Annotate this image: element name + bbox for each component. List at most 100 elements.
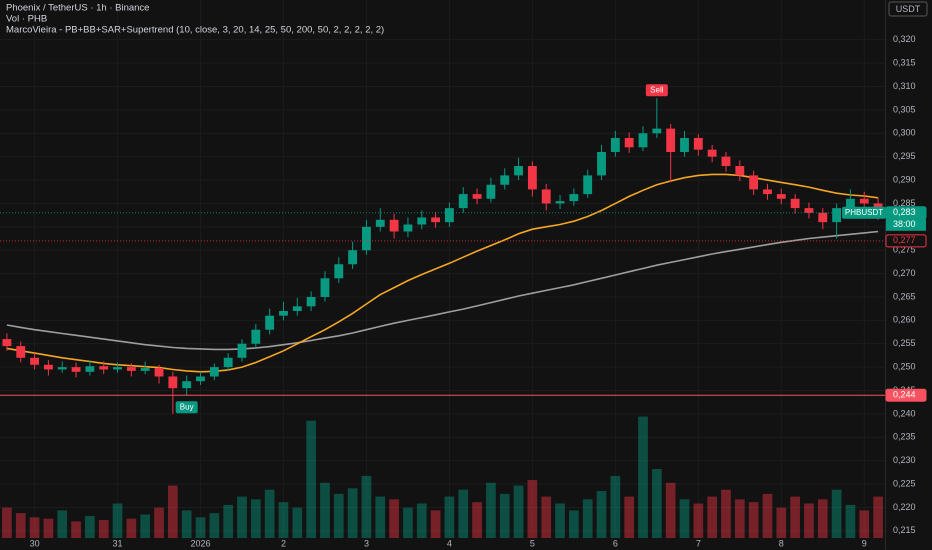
- volume-bar: [43, 518, 54, 538]
- price-tag: [885, 388, 927, 402]
- price-pane: [2, 98, 883, 414]
- candle-body: [666, 128, 676, 152]
- candle-body: [126, 367, 136, 371]
- candle-body: [43, 364, 53, 370]
- candle-body: [624, 137, 634, 148]
- y-tick-label: 0,255: [893, 338, 916, 348]
- volume-bar: [292, 507, 303, 538]
- y-tick-label: 0,300: [893, 128, 916, 138]
- volume-bar: [610, 475, 621, 538]
- y-tick-label: 0,230: [893, 455, 916, 465]
- volume-bar: [209, 513, 220, 538]
- volume-bar: [223, 504, 234, 538]
- price-tag: [885, 234, 927, 248]
- volume-bar: [817, 499, 828, 538]
- candle-body: [555, 201, 565, 204]
- price-tag-label: 0,283: [893, 207, 916, 217]
- volume-bar: [306, 420, 316, 538]
- signal-label: Sell: [650, 85, 664, 94]
- price-tag-label: 0,277: [893, 235, 916, 245]
- volume-bar: [57, 510, 68, 538]
- y-tick-label: 0,285: [893, 198, 916, 208]
- signal-label: Buy: [180, 402, 194, 411]
- volume-bar: [154, 507, 164, 538]
- candle-body: [707, 149, 717, 157]
- countdown-tag: [886, 218, 926, 231]
- candle-body: [168, 376, 178, 389]
- volume-bar: [569, 510, 579, 538]
- candle-body: [749, 175, 759, 190]
- volume-bar: [651, 469, 662, 538]
- candle-body: [154, 368, 164, 377]
- volume-bar: [762, 493, 773, 538]
- candle-body: [182, 381, 192, 389]
- candle-body: [265, 315, 275, 330]
- volume-bar: [693, 503, 704, 538]
- volume-bar: [555, 503, 565, 538]
- y-tick-label: 0,220: [893, 502, 916, 512]
- volume-bar: [181, 510, 192, 538]
- indicator-label: MarcoVieira - PB+BB+SAR+Supertrend (10, …: [6, 25, 384, 36]
- volume-bar: [513, 485, 524, 538]
- volume-bar: [582, 499, 593, 538]
- volume-bar: [389, 499, 399, 538]
- volume-bar: [486, 482, 496, 538]
- candle-body: [320, 278, 330, 297]
- candle-body: [196, 376, 205, 382]
- x-tick-label: 2026: [190, 538, 210, 548]
- y-tick-label: 0,215: [893, 525, 916, 535]
- y-tick-label: 0,295: [893, 151, 916, 161]
- y-tick-label: 0,310: [893, 81, 916, 91]
- y-tick-label: 0,315: [893, 58, 916, 68]
- volume-bar: [679, 499, 690, 538]
- volume-label: Vol · PHB: [6, 14, 47, 25]
- x-tick-label: 3: [364, 538, 369, 548]
- volume-bar: [250, 499, 261, 538]
- volume-bar: [859, 510, 870, 538]
- volume-bar: [15, 513, 26, 538]
- candle-body: [859, 198, 869, 204]
- volume-bar: [527, 480, 538, 538]
- candle-body: [362, 226, 371, 251]
- volume-bar: [790, 496, 800, 538]
- y-tick-label: 0,320: [893, 34, 916, 44]
- currency[interactable]: USDT: [896, 4, 921, 14]
- candle-body: [30, 357, 39, 365]
- volume-bar: [472, 502, 482, 538]
- y-tick-label: 0,240: [893, 408, 916, 418]
- volume-bar: [416, 503, 427, 538]
- volume-bar: [624, 496, 635, 538]
- candle-body: [417, 217, 427, 225]
- candle-body: [140, 368, 150, 371]
- volume-bar: [638, 416, 648, 538]
- volume-bar: [499, 493, 510, 538]
- candle-body: [334, 264, 344, 279]
- candle-body: [306, 296, 316, 307]
- candle-body: [375, 219, 385, 227]
- candle-body: [99, 366, 109, 370]
- volume-bar: [361, 475, 372, 538]
- volume-bar: [278, 502, 289, 538]
- currency-box[interactable]: [888, 1, 928, 17]
- volume-bar: [347, 488, 358, 538]
- candle-body: [486, 184, 496, 199]
- volume-bar: [444, 496, 455, 538]
- volume-bar: [721, 489, 731, 538]
- candle-body: [638, 133, 648, 148]
- candle-body: [776, 194, 786, 199]
- candle-body: [237, 343, 247, 358]
- countdown: 38:00: [893, 219, 916, 229]
- x-tick-label: 2: [281, 538, 286, 548]
- candle-body: [569, 194, 579, 202]
- candle-body: [790, 198, 800, 209]
- volume-bar: [98, 520, 109, 538]
- y-tick-label: 0,275: [893, 245, 916, 255]
- candle-body: [721, 156, 731, 167]
- symbol-tag: [842, 206, 886, 219]
- volume-bar: [333, 493, 344, 538]
- volume-pane: [2, 416, 883, 538]
- volume-bar: [873, 496, 883, 538]
- volume-bar: [845, 504, 856, 538]
